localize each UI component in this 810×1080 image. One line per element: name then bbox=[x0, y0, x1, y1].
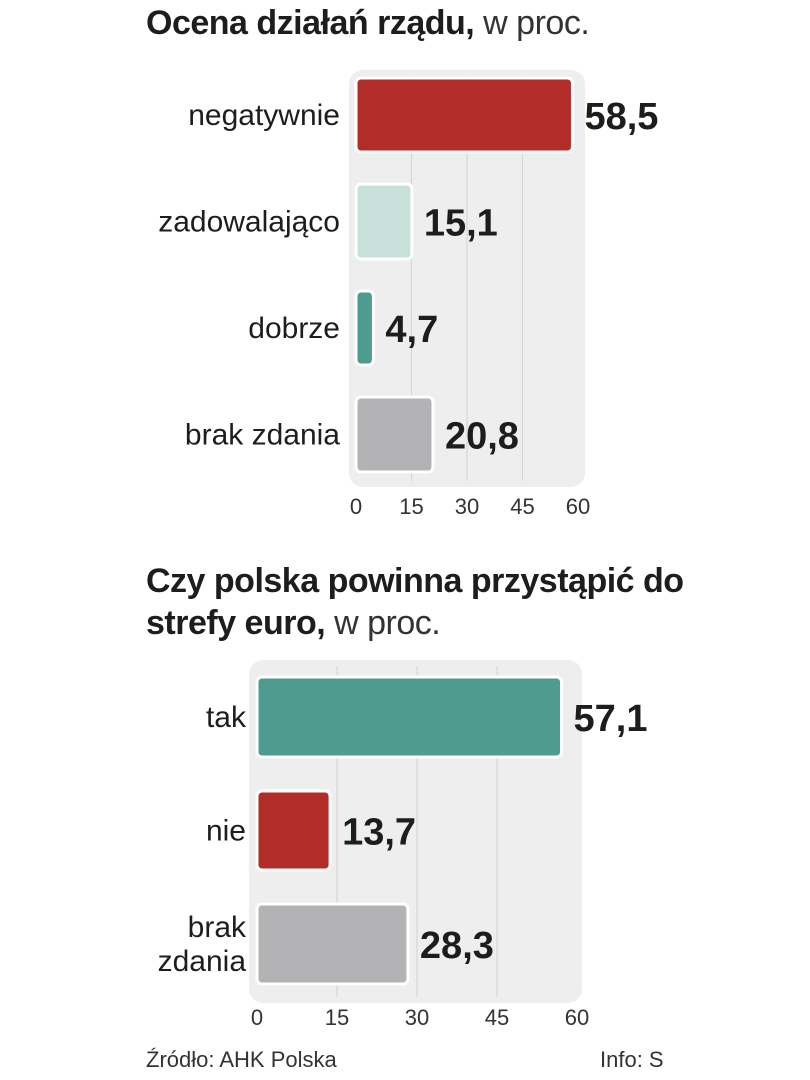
chart-2-category-label: zdania bbox=[158, 945, 247, 978]
chart-1-x-tick-label: 15 bbox=[399, 494, 423, 519]
chart-2-bar bbox=[255, 789, 332, 872]
chart-1-title: Ocena działań rządu, w proc. bbox=[146, 2, 590, 44]
chart-2-value-label: 13,7 bbox=[342, 812, 416, 854]
source-note: Źródło: AHK Polska bbox=[146, 1047, 337, 1072]
chart-2-x-tick-label: 15 bbox=[325, 1005, 349, 1030]
chart-1-category-label: dobrze bbox=[248, 312, 340, 345]
chart-1-x-tick-label: 60 bbox=[566, 494, 590, 519]
chart-1-x-tick-label: 45 bbox=[510, 494, 534, 519]
chart-1-category-label: negatywnie bbox=[188, 99, 340, 132]
chart-1-bar bbox=[354, 76, 574, 154]
chart-1-title-bold: Ocena działań rządu, bbox=[146, 4, 475, 42]
chart-1-category-label: brak zdania bbox=[185, 419, 340, 452]
chart-1-x-tick-label: 0 bbox=[350, 494, 362, 519]
chart-1-category-label: zadowalająco bbox=[158, 206, 340, 239]
chart-1-bar bbox=[354, 182, 414, 261]
chart-1-bar bbox=[354, 395, 435, 474]
chart-2-category-label: brak bbox=[188, 911, 247, 944]
chart-2-x-tick-label: 0 bbox=[251, 1005, 263, 1030]
chart-2-value-label: 57,1 bbox=[574, 698, 648, 740]
chart-2-title-unit: w proc. bbox=[334, 604, 441, 642]
chart-2-category-label: tak bbox=[206, 701, 247, 734]
chart-1-value-label: 20,8 bbox=[445, 416, 519, 458]
chart-2-title: Czy polska powinna przystąpić do strefy … bbox=[146, 560, 706, 644]
chart-2-value-label: 28,3 bbox=[420, 925, 494, 967]
chart-1-x-tick-label: 30 bbox=[455, 494, 479, 519]
chart-2-x-tick-label: 30 bbox=[405, 1005, 429, 1030]
chart-1-title-unit: w proc. bbox=[483, 4, 590, 42]
chart-1-value-label: 58,5 bbox=[584, 96, 658, 138]
chart-2-category-label: nie bbox=[206, 815, 246, 848]
info-note: Info: S bbox=[600, 1047, 664, 1072]
chart-2-title-bold: Czy polska powinna przystąpić do strefy … bbox=[146, 562, 684, 642]
chart-1: negatywnie 58,5 zadowalająco 15,1 dobrze 4,7 b… bbox=[158, 70, 658, 519]
chart-2-x-tick-label: 45 bbox=[485, 1005, 509, 1030]
chart-2-x-tick-label: 60 bbox=[565, 1005, 589, 1030]
chart-2-bar bbox=[255, 675, 564, 759]
chart-2-bar bbox=[255, 902, 410, 986]
chart-1-value-label: 15,1 bbox=[424, 203, 498, 245]
chart-1-bar bbox=[354, 289, 375, 367]
chart-1-value-label: 4,7 bbox=[385, 309, 438, 351]
